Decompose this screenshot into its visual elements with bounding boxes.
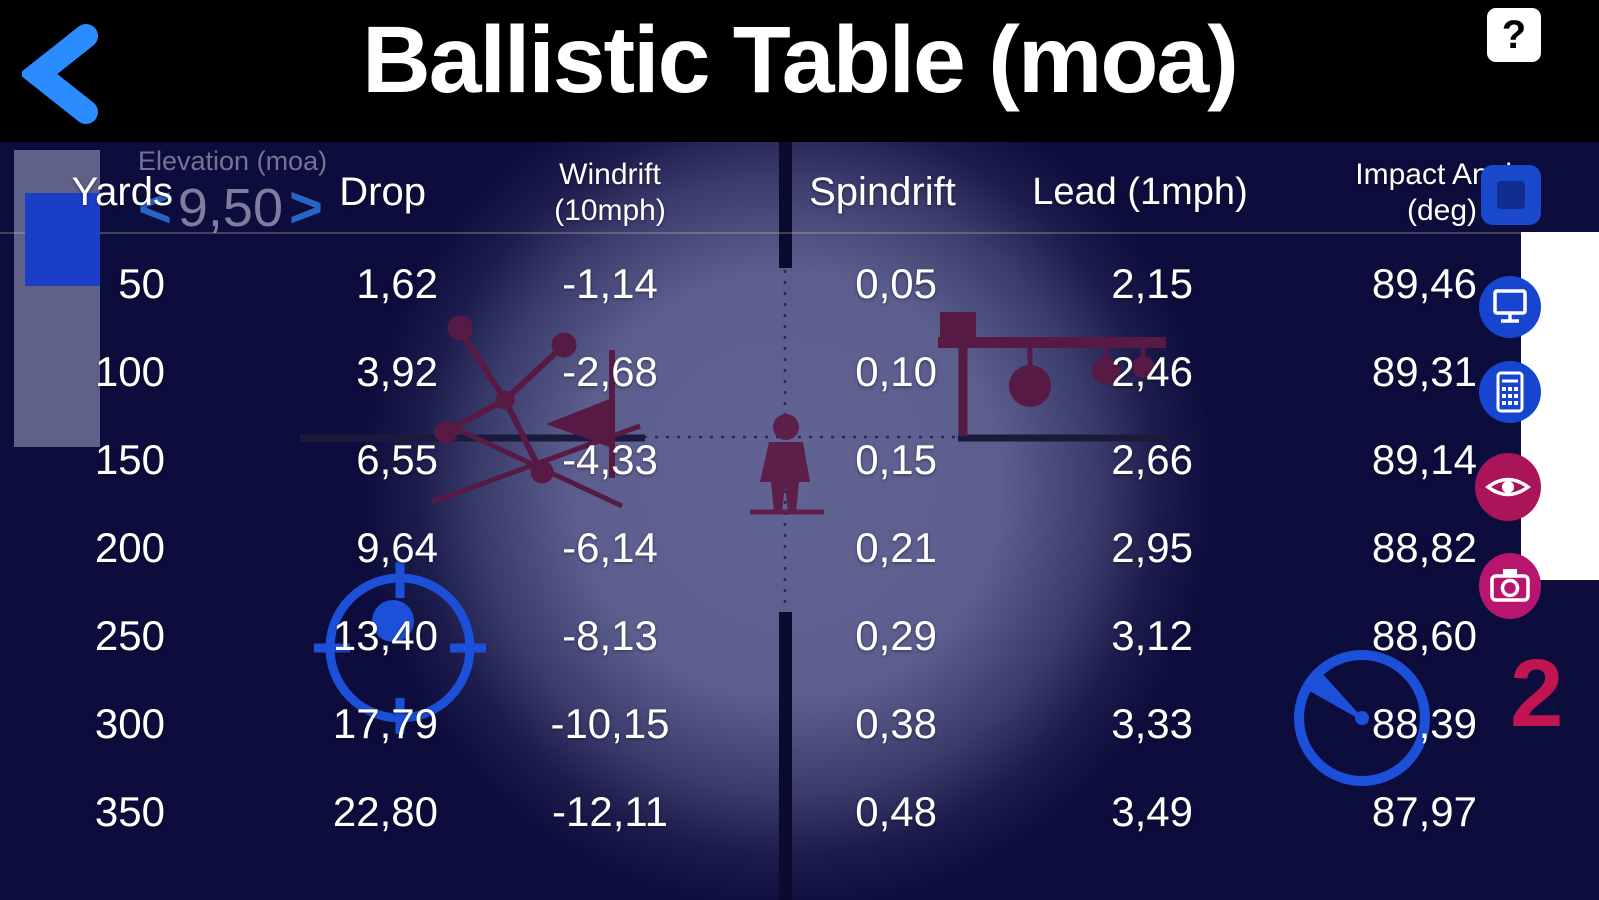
table-cell-windrift: -10,15 [550, 700, 670, 747]
table-cell-yards: 150 [94, 436, 165, 483]
table-cell-lead: 2,46 [1111, 348, 1193, 395]
table-cell-windrift: -2,68 [562, 348, 658, 395]
header-divider [0, 232, 1599, 234]
page-title: Ballistic Table (moa) [362, 7, 1239, 113]
status-badge: 2 [1510, 646, 1564, 742]
table-cell-spindrift: 0,38 [855, 700, 937, 747]
column-header-label: Lead (1mph) [1032, 171, 1248, 213]
elevation-stepper: Elevation (moa) < 9,50 > [138, 146, 327, 237]
column-header-yards: Yards [0, 145, 195, 240]
table-cell-yards: 200 [94, 524, 165, 571]
back-chevron-icon [18, 24, 98, 124]
elevation-next-button[interactable]: > [288, 175, 323, 240]
table-cell-spindrift: 0,29 [855, 612, 937, 659]
camera-icon[interactable] [1478, 552, 1542, 619]
eye-icon[interactable] [1474, 452, 1541, 521]
column-header-lead: Lead (1mph) [995, 145, 1285, 240]
table-cell-spindrift: 0,15 [855, 436, 937, 483]
table-cell-impact-angle: 89,31 [1371, 348, 1477, 395]
help-button[interactable]: ? [1487, 8, 1541, 62]
column-header-drop: Drop [195, 145, 450, 240]
table-cell-lead: 3,33 [1111, 700, 1193, 747]
back-button[interactable] [18, 24, 108, 124]
stop-square-icon[interactable] [1479, 163, 1543, 227]
table-cell-lead: 3,12 [1111, 612, 1193, 659]
column-header-label: Yards [71, 170, 173, 214]
table-cell-drop: 6,55 [356, 436, 438, 483]
table-cell-yards: 300 [94, 700, 165, 747]
table-cell-spindrift: 0,48 [855, 788, 937, 835]
column-header-windrift: Windrift (10mph) [450, 145, 770, 240]
table-cell-lead: 2,15 [1111, 260, 1193, 307]
table-cell-windrift: -8,13 [562, 612, 658, 659]
table-cell-drop: 22,80 [332, 788, 438, 835]
elevation-label: Elevation (moa) [138, 146, 328, 176]
header-bar: Ballistic Table (moa) [0, 0, 1599, 142]
table-cell-spindrift: 0,10 [855, 348, 937, 395]
table-cell-yards: 50 [118, 260, 165, 307]
question-mark-icon: ? [1501, 12, 1527, 57]
table-cell-windrift: -4,33 [562, 436, 658, 483]
table-cell-yards: 100 [94, 348, 165, 395]
table-cell-windrift: -12,11 [552, 788, 668, 835]
column-header-impact-angle: Impact Angle (deg) [1285, 145, 1599, 240]
table-cell-impact-angle: 88,82 [1371, 524, 1477, 571]
column-header-spindrift: Spindrift [770, 145, 995, 240]
elevation-prev-button[interactable]: < [138, 175, 172, 240]
table-cell-spindrift: 0,21 [855, 524, 937, 571]
left-scrollbar-thumb[interactable] [25, 193, 100, 286]
table-cell-windrift: -6,14 [562, 524, 658, 571]
column-header-label: Spindrift [809, 170, 956, 214]
monitor-icon[interactable] [1478, 275, 1542, 339]
table-cell-drop: 13,40 [332, 612, 438, 659]
calculator-icon[interactable] [1478, 360, 1542, 424]
table-cell-impact-angle: 89,14 [1371, 436, 1477, 483]
table-cell-drop: 3,92 [356, 348, 438, 395]
column-header-label: Windrift [559, 157, 661, 191]
column-header-label: Drop [339, 170, 426, 214]
table-cell-drop: 9,64 [356, 524, 438, 571]
elevation-value: 9,50 [177, 178, 283, 238]
table-cell-yards: 250 [94, 612, 165, 659]
table-cell-lead: 2,95 [1111, 524, 1193, 571]
table-cell-lead: 3,49 [1111, 788, 1193, 835]
column-header-sublabel: (10mph) [554, 193, 666, 227]
table-cell-yards: 350 [94, 788, 165, 835]
table-cell-lead: 2,66 [1111, 436, 1193, 483]
table-cell-windrift: -1,14 [562, 260, 658, 307]
table-cell-drop: 1,62 [356, 260, 438, 307]
column-header-sublabel: (deg) [1406, 193, 1478, 227]
table-cell-drop: 17,79 [332, 700, 438, 747]
table-cell-impact-angle: 89,46 [1371, 260, 1477, 307]
ballistic-table: Yards Drop Windrift (10mph) Spindrift Lea… [0, 145, 1599, 856]
table-cell-spindrift: 0,05 [855, 260, 937, 307]
table-cell-impact-angle: 87,97 [1371, 788, 1477, 835]
